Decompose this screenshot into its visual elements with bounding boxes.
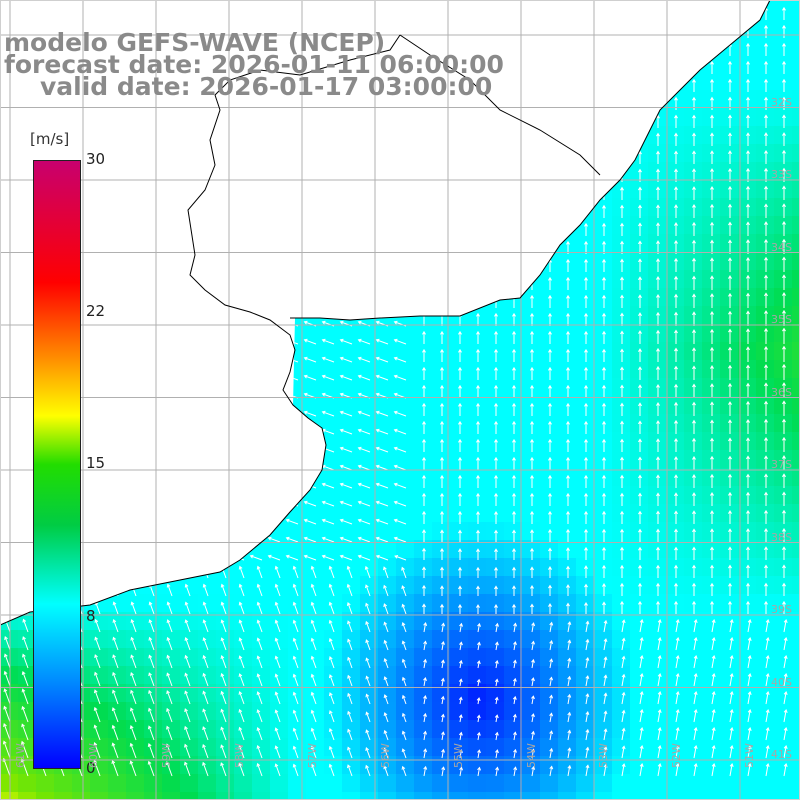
longitude-label: 56W	[379, 743, 392, 768]
longitude-label: 58W	[233, 743, 246, 768]
latitude-label: 40S	[771, 676, 792, 689]
colorbar-tick: 8	[86, 607, 96, 625]
coastline	[0, 0, 771, 626]
colorbar-tick: 22	[86, 302, 106, 320]
forecast-date: forecast date: 2026-01-11 06:00:00	[4, 50, 504, 79]
latitude-label: 38S	[771, 531, 792, 544]
longitude-label: 59W	[160, 743, 173, 768]
latitude-label: 32S	[771, 96, 792, 109]
colorbar	[33, 160, 81, 769]
latitude-label: 34S	[771, 241, 792, 254]
latitude-label: 35S	[771, 313, 792, 326]
latitude-label: 36S	[771, 386, 792, 399]
latitude-label: 37S	[771, 458, 792, 471]
colorbar-tick: 15	[86, 454, 106, 472]
longitude-label: 55W	[452, 743, 465, 768]
valid-date: valid date: 2026-01-17 03:00:00	[40, 72, 493, 101]
longitude-label: 60W	[87, 743, 100, 768]
longitude-label: 61W	[14, 743, 27, 768]
longitude-label: 53W	[597, 743, 610, 768]
model-title: modelo GEFS-WAVE (NCEP)	[4, 28, 386, 57]
latitude-label: 41S	[771, 748, 792, 761]
latitude-label: 39S	[771, 603, 792, 616]
colorbar-units: [m/s]	[30, 130, 70, 148]
colorbar-tick: 30	[86, 150, 106, 168]
longitude-label: 54W	[525, 743, 538, 768]
longitude-label: 52W	[670, 743, 683, 768]
longitude-label: 57W	[306, 743, 319, 768]
colorbar-tick: 0	[86, 759, 96, 777]
latitude-label: 33S	[771, 168, 792, 181]
longitude-label: 51W	[743, 743, 756, 768]
